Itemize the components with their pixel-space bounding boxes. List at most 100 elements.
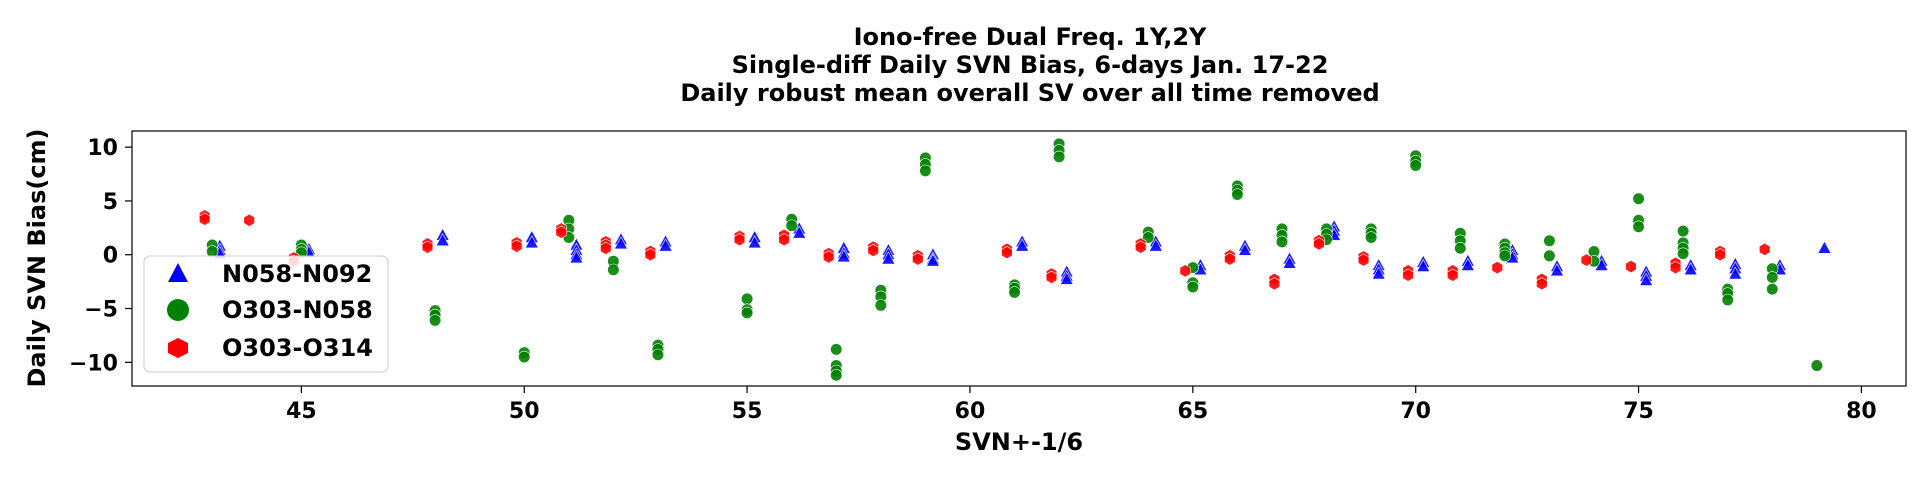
data-point-triangle-series-1 <box>1015 238 1030 252</box>
x-tick-label: 50 <box>509 399 540 424</box>
data-point-circle-series-2 <box>1409 159 1422 172</box>
x-tick-label: 65 <box>1178 399 1209 424</box>
data-point-hexagon-series-3 <box>510 239 523 253</box>
data-point-circle-series-2 <box>1766 283 1779 296</box>
data-point-triangle-series-1 <box>1148 238 1163 252</box>
data-point-hexagon-series-3 <box>1759 242 1771 256</box>
data-point-hexagon-series-3 <box>1625 260 1637 274</box>
data-point-circle-series-2 <box>1677 247 1690 260</box>
data-point-triangle-series-1 <box>925 253 940 267</box>
data-point-hexagon-series-3 <box>555 225 567 239</box>
data-point-circle-series-2 <box>428 314 442 327</box>
data-point-hexagon-series-3 <box>733 233 746 247</box>
data-point-hexagon-series-3 <box>1580 253 1593 267</box>
data-point-circle-series-2 <box>1365 231 1378 244</box>
data-point-circle-series-2 <box>1454 242 1467 255</box>
y-tick-label: 5 <box>103 190 118 215</box>
data-point-triangle-series-1 <box>658 238 673 252</box>
data-point-circle-series-2 <box>874 299 887 312</box>
data-point-triangle-series-1 <box>1059 271 1074 285</box>
data-point-hexagon-series-3 <box>1313 237 1325 251</box>
data-point-circle-series-2 <box>1677 224 1690 238</box>
data-point-circle-series-2 <box>1053 150 1066 163</box>
legend-marker-triangle <box>168 263 188 282</box>
x-axis-label: SVN+-1/6 <box>955 428 1083 456</box>
data-point-circle-series-2 <box>1543 249 1556 262</box>
data-point-hexagon-series-3 <box>198 212 211 226</box>
data-point-triangle-series-1 <box>569 250 584 264</box>
y-tick-label: −10 <box>69 351 118 376</box>
data-point-triangle-series-1 <box>1371 266 1386 280</box>
legend-label-o303-n058: O303-N058 <box>222 296 373 324</box>
data-point-circle-series-2 <box>741 306 754 319</box>
data-point-hexagon-series-3 <box>1357 253 1370 267</box>
data-point-hexagon-series-3 <box>600 241 612 255</box>
data-point-circle-series-2 <box>651 348 665 361</box>
data-point-circle-series-2 <box>1810 359 1823 372</box>
y-axis-label: Daily SVN Bias(cm) <box>23 128 51 387</box>
data-point-hexagon-series-3 <box>912 252 924 266</box>
data-point-circle-series-2 <box>1632 192 1645 205</box>
data-point-circle-series-2 <box>1008 286 1021 299</box>
data-point-triangle-series-1 <box>1282 255 1297 269</box>
data-point-triangle-series-1 <box>1683 262 1698 276</box>
data-point-circle-series-2 <box>741 292 754 305</box>
data-point-hexagon-series-3 <box>1224 252 1236 266</box>
title-line-1: Iono-free Dual Freq. 1Y,2Y <box>854 23 1207 51</box>
data-point-triangle-series-1 <box>435 233 450 247</box>
data-point-circle-series-2 <box>1498 249 1511 262</box>
data-point-circle-series-2 <box>1543 234 1556 247</box>
data-point-hexagon-series-3 <box>243 213 255 227</box>
x-tick-label: 60 <box>955 399 986 424</box>
data-point-hexagon-series-3 <box>1268 277 1281 291</box>
data-point-circle-series-2 <box>830 343 843 356</box>
data-point-circle-series-2 <box>1721 293 1734 307</box>
data-point-triangle-series-1 <box>1460 257 1475 271</box>
data-point-triangle-series-1 <box>792 225 807 239</box>
plot-frame <box>131 130 1907 387</box>
data-point-circle-series-2 <box>785 219 798 232</box>
data-point-hexagon-series-3 <box>1491 261 1503 275</box>
data-point-hexagon-series-3 <box>1001 246 1013 260</box>
chart-title: Iono-free Dual Freq. 1Y,2Y Single-diff D… <box>680 23 1379 107</box>
legend-marker-hexagon <box>168 338 188 358</box>
legend-frame <box>143 255 389 373</box>
data-point-circle-series-2 <box>1186 280 1199 294</box>
data-point-triangle-series-1 <box>1237 242 1252 256</box>
data-point-hexagon-series-3 <box>1045 270 1058 284</box>
x-tick-label: 55 <box>732 399 763 424</box>
data-point-hexagon-series-3 <box>1135 240 1147 254</box>
data-point-hexagon-series-3 <box>1447 268 1459 282</box>
data-point-triangle-series-1 <box>1639 272 1654 286</box>
data-point-triangle-series-1 <box>881 251 896 265</box>
y-tick-label: 10 <box>87 136 118 161</box>
data-point-hexagon-series-3 <box>778 233 790 247</box>
data-point-circle-series-2 <box>1275 235 1289 248</box>
data-point-hexagon-series-3 <box>867 243 879 257</box>
data-point-circle-series-2 <box>1766 271 1779 284</box>
data-point-hexagon-series-3 <box>1402 268 1414 282</box>
legend-label-n058-n092: N058-N092 <box>222 260 372 288</box>
data-point-hexagon-series-3 <box>644 248 657 262</box>
data-point-circle-series-2 <box>919 164 932 177</box>
data-point-circle-series-2 <box>1231 188 1244 201</box>
data-markers <box>198 137 1832 382</box>
title-line-2: Single-diff Daily SVN Bias, 6-days Jan. … <box>732 51 1329 79</box>
data-point-hexagon-series-3 <box>1536 277 1548 291</box>
data-point-triangle-series-1 <box>613 236 628 250</box>
data-point-circle-series-2 <box>607 263 620 276</box>
data-point-hexagon-series-3 <box>1669 261 1682 275</box>
data-point-hexagon-series-3 <box>822 250 835 264</box>
data-point-triangle-series-1 <box>524 235 539 249</box>
data-point-circle-series-2 <box>830 369 843 382</box>
data-point-triangle-series-1 <box>836 249 851 263</box>
title-line-3: Daily robust mean overall SV over all ti… <box>680 79 1379 107</box>
legend-label-o303-o314: O303-O314 <box>222 334 373 362</box>
x-tick-label: 80 <box>1846 399 1877 424</box>
data-point-triangle-series-1 <box>1549 263 1564 277</box>
legend-marker-circle <box>167 299 189 321</box>
x-tick-label: 45 <box>286 399 317 424</box>
legend: N058-N092 O303-N058 O303-O314 <box>143 255 389 373</box>
